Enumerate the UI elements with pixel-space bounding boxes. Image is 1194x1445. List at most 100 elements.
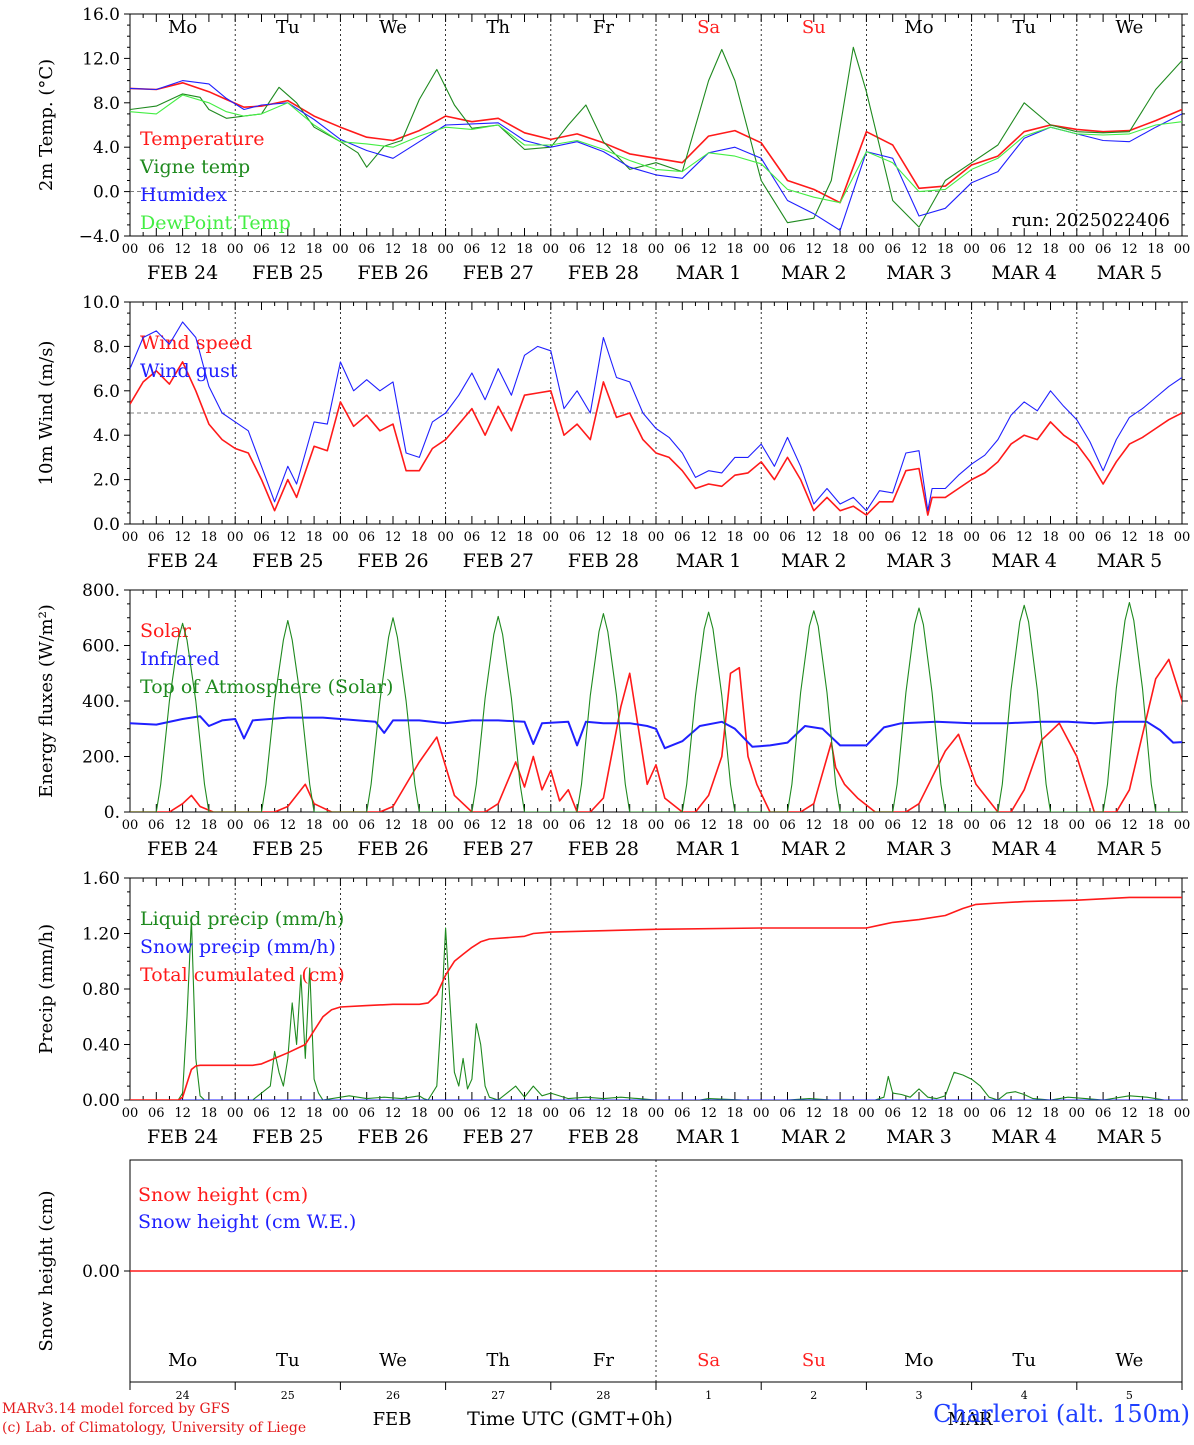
- x-hour-label: 18: [201, 530, 218, 545]
- precip-legend-2: Total cumulated (cm): [140, 964, 345, 986]
- snow-panel: 0.00 Snow height (cm) 24 25 26 27 28 1 2 3 4 5 Mo Tu W…: [36, 1159, 1188, 1402]
- y-tick-label: 0.80: [82, 980, 120, 1000]
- temperature-series-1: [130, 46, 1182, 228]
- x-hour-label: 18: [201, 818, 218, 833]
- x-hour-label: 06: [884, 1106, 901, 1121]
- x-hour-label: 18: [621, 818, 638, 833]
- y-tick-label: 800.: [82, 581, 120, 601]
- x-hour-label: 06: [674, 818, 691, 833]
- x-hour-label: 18: [1147, 1106, 1164, 1121]
- x-hour-label: 00: [437, 818, 454, 833]
- x-hour-label: 12: [490, 530, 507, 545]
- x-hour-label: 06: [1095, 242, 1112, 257]
- copyright-credit: (c) Lab. of Climatology, University of L…: [2, 1420, 307, 1436]
- weekday-label: Mo: [168, 17, 197, 38]
- x-hour-label: 00: [122, 1106, 139, 1121]
- x-hour-label: 06: [358, 818, 375, 833]
- wind-legend-0: Wind speed: [140, 332, 252, 354]
- x-hour-label: 18: [411, 242, 428, 257]
- x-hour-label: 12: [174, 242, 191, 257]
- x-hour-label: 18: [937, 242, 954, 257]
- precip-series-0: [130, 919, 1182, 1100]
- x-hour-label: 06: [779, 818, 796, 833]
- x-day-number: 5: [1126, 1389, 1133, 1402]
- x-hour-label: 00: [858, 530, 875, 545]
- x-hour-label: 18: [621, 1106, 638, 1121]
- x-hour-label: 00: [1069, 1106, 1086, 1121]
- y-tick-label: 1.20: [82, 925, 120, 945]
- x-date-label: MAR 2: [781, 550, 847, 572]
- x-hour-label: 18: [937, 530, 954, 545]
- x-hour-label: 00: [1174, 530, 1191, 545]
- x-date-label: FEB 26: [357, 550, 428, 572]
- x-hour-label: 06: [253, 818, 270, 833]
- x-date-label: MAR 4: [991, 262, 1057, 284]
- x-hour-label: 00: [543, 818, 560, 833]
- x-hour-label: 00: [332, 1106, 349, 1121]
- x-hour-label: 18: [411, 530, 428, 545]
- y-tick-label: 0.: [104, 803, 120, 823]
- snow-legend-0: Snow height (cm): [138, 1184, 308, 1206]
- x-day-number: 25: [281, 1389, 295, 1402]
- x-hour-label: 06: [569, 530, 586, 545]
- x-hour-label: 12: [385, 242, 402, 257]
- station-label: Charleroi (alt. 150m): [933, 1400, 1190, 1428]
- x-date-label: MAR 4: [991, 838, 1057, 860]
- x-hour-label: 18: [937, 818, 954, 833]
- weekday-label: Su: [802, 1350, 826, 1371]
- wind-series-1: [130, 321, 1182, 512]
- y-tick-label: 0.0: [93, 183, 120, 203]
- x-hour-label: 12: [1121, 1106, 1138, 1121]
- x-hour-label: 06: [1095, 1106, 1112, 1121]
- x-hour-label: 06: [990, 242, 1007, 257]
- x-date-label: FEB 26: [357, 1126, 428, 1148]
- x-hour-label: 00: [227, 242, 244, 257]
- snow-ylabel: Snow height (cm): [36, 1190, 57, 1351]
- x-hour-label: 06: [674, 530, 691, 545]
- x-hour-label: 12: [911, 818, 928, 833]
- weekday-label: Sa: [697, 17, 720, 38]
- weekday-label: Fr: [593, 17, 614, 38]
- y-tick-label: 6.0: [93, 382, 120, 402]
- x-date-label: FEB 28: [568, 262, 639, 284]
- x-date-label: MAR 3: [886, 550, 952, 572]
- x-hour-label: 06: [674, 242, 691, 257]
- x-date-label: MAR 1: [676, 1126, 742, 1148]
- x-hour-label: 00: [227, 818, 244, 833]
- x-hour-label: 12: [806, 818, 823, 833]
- x-day-number: 4: [1021, 1389, 1028, 1402]
- y-tick-label: 2.0: [93, 471, 120, 491]
- month-label-feb: FEB: [373, 1409, 412, 1430]
- x-hour-label: 12: [1016, 242, 1033, 257]
- x-date-label: FEB 25: [252, 550, 323, 572]
- y-tick-label: 600.: [82, 637, 120, 657]
- x-hour-label: 12: [806, 530, 823, 545]
- x-hour-label: 00: [963, 242, 980, 257]
- x-hour-label: 18: [306, 242, 323, 257]
- x-hour-label: 06: [884, 242, 901, 257]
- temperature-series-2: [130, 80, 1182, 231]
- x-date-label: FEB 24: [147, 838, 218, 860]
- x-hour-label: 18: [201, 242, 218, 257]
- x-date-label: FEB 27: [463, 838, 534, 860]
- y-tick-label: 4.0: [93, 138, 120, 158]
- x-date-label: FEB 25: [252, 1126, 323, 1148]
- x-hour-label: 00: [963, 1106, 980, 1121]
- wind-panel: 10.0 8.0 6.0 4.0 2.0 0.0 10m Wind (m/s) 00 06 12 1…: [36, 293, 1191, 572]
- x-hour-label: 06: [990, 1106, 1007, 1121]
- y-tick-label: 0.40: [82, 1036, 120, 1056]
- x-day-number: 2: [810, 1389, 817, 1402]
- weekday-label: Mo: [168, 1350, 197, 1371]
- x-hour-label: 12: [174, 818, 191, 833]
- x-hour-label: 00: [858, 1106, 875, 1121]
- x-hour-label: 12: [1016, 818, 1033, 833]
- temperature-legend-1: Vigne temp: [139, 156, 250, 178]
- x-hour-label: 12: [595, 818, 612, 833]
- x-hour-label: 12: [1121, 530, 1138, 545]
- temperature-ylabel: 2m Temp. (°C): [36, 59, 57, 191]
- temperature-legend-0: Temperature: [140, 128, 264, 150]
- x-hour-label: 18: [727, 818, 744, 833]
- weekday-label: Tu: [276, 17, 300, 38]
- x-hour-label: 12: [1121, 242, 1138, 257]
- weekday-label: We: [1116, 17, 1144, 38]
